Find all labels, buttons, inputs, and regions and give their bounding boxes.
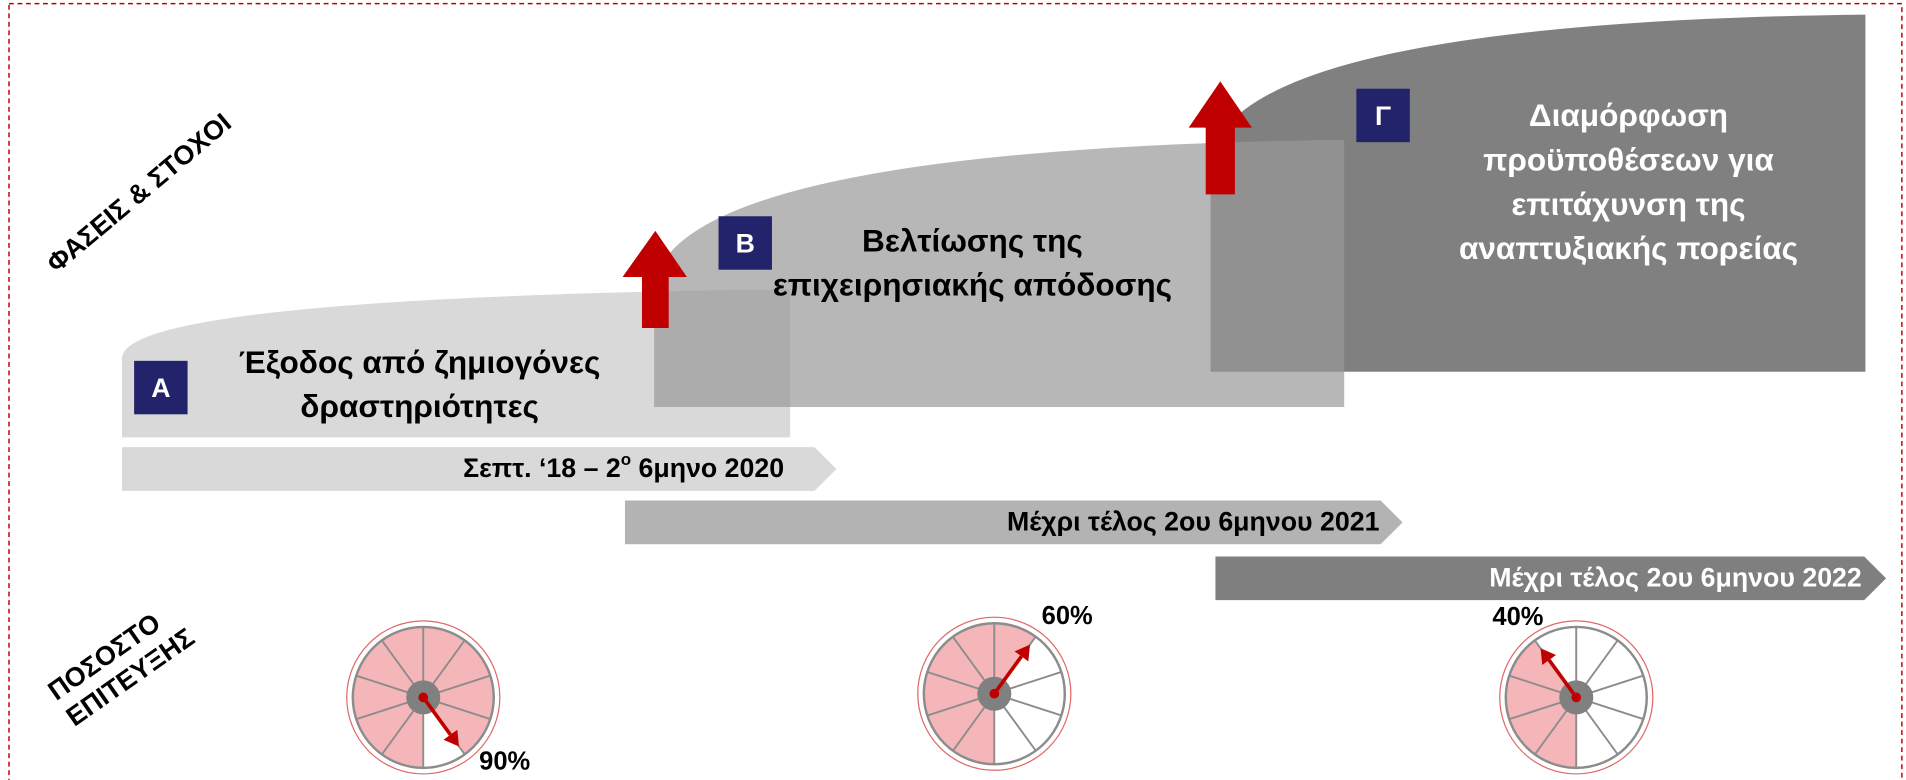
period-label: Μέχρι τέλος 2ου 6μηνου 2021	[1007, 507, 1380, 537]
phase-title: Έξοδος από ζημιογόνες	[239, 344, 600, 380]
gauge-label: 90%	[479, 748, 530, 776]
period-text: 6μηνο 2020	[631, 453, 784, 483]
gauge-needle-head	[443, 729, 459, 747]
gauge-rim	[1504, 625, 1648, 770]
gauge-needle-head	[1014, 644, 1031, 662]
up-arrow	[1188, 81, 1252, 195]
phase-title: δραστηριότητες	[300, 388, 539, 424]
phase-shape	[654, 139, 1345, 408]
period-text: Σεπτ. ‘18 – 2	[463, 453, 621, 483]
phase-letter: Β	[736, 228, 755, 258]
gauge-rim	[922, 622, 1066, 766]
phase-title: προϋποθέσεων για	[1483, 142, 1774, 178]
side-label: ΦΑΣΕΙΣ & ΣΤΟΧΟΙ	[41, 107, 237, 278]
gauge-pivot	[989, 688, 1000, 699]
gauge-rim	[351, 625, 495, 770]
frame	[8, 2, 1903, 780]
gauge-needle-head	[1540, 648, 1557, 666]
period-text: Μέχρι τέλος 2ου 6μηνου 2022	[1489, 563, 1862, 593]
gauge-needle	[992, 655, 1023, 695]
phase-letter: Α	[151, 373, 170, 403]
gauge-pivot	[1571, 692, 1582, 703]
timeline-arrow	[624, 500, 1403, 545]
gauge-pivot	[418, 692, 429, 703]
gauge-ring	[346, 620, 501, 775]
period-label: Σεπτ. ‘18 – 2ο 6μηνο 2020	[463, 450, 784, 483]
gauge-label: 60%	[1042, 602, 1093, 630]
up-arrow	[622, 230, 687, 329]
gauge-needle	[421, 696, 452, 736]
period-label: Μέχρι τέλος 2ου 6μηνου 2022	[1489, 563, 1862, 593]
timeline-arrow	[1215, 556, 1887, 601]
letter-box	[718, 216, 772, 270]
phase-title: Διαμόρφωση	[1529, 97, 1728, 133]
letter-box	[134, 360, 188, 415]
period-text: ο	[621, 450, 631, 469]
gauge-label: 40%	[1492, 603, 1543, 631]
gauge-ring	[917, 616, 1072, 771]
phase-title: Βελτίωσης της	[862, 222, 1083, 258]
phase-title: επιχειρησιακής απόδοσης	[773, 267, 1172, 303]
period-text: Μέχρι τέλος 2ου 6μηνου 2021	[1007, 507, 1380, 537]
timeline-arrow	[121, 447, 837, 491]
phase-shape	[121, 289, 791, 438]
letter-box	[1356, 88, 1410, 143]
phase-title: επιτάχυνση της	[1511, 186, 1745, 222]
gauge-needle	[1547, 658, 1578, 699]
phase-letter: Γ	[1375, 101, 1391, 131]
gauge-ring	[1499, 620, 1654, 775]
phase-title: αναπτυξιακής πορείας	[1459, 230, 1798, 266]
